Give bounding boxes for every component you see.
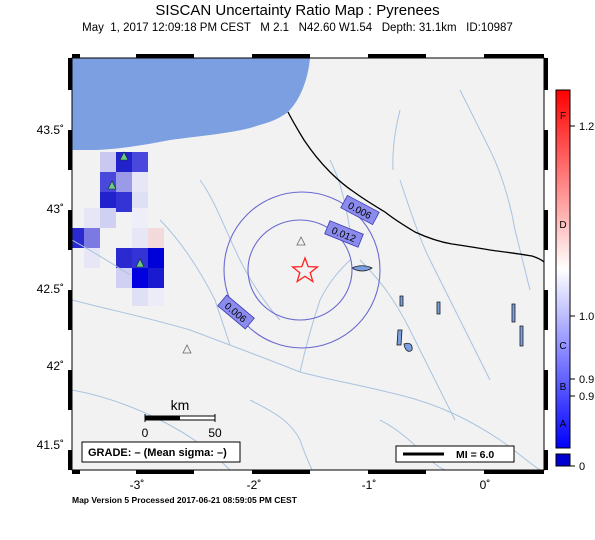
colorbar-value-label: 0.9 (579, 374, 594, 386)
x-tick-label: -1˚ (362, 478, 377, 492)
colorbar-low-box (555, 453, 571, 467)
grade-letter: B (560, 382, 567, 393)
scale-bar-label: 0 (142, 426, 149, 440)
y-tick-label: 42.5˚ (37, 282, 64, 296)
y-tick-label: 42˚ (47, 359, 64, 373)
lakes (351, 265, 524, 352)
colorbar-gradient (555, 89, 571, 449)
colorbar-value-label: 0 (579, 461, 585, 473)
epicenter-star-icon (290, 256, 320, 284)
sea-area (72, 58, 310, 150)
uncertainty-contours (223, 191, 381, 349)
station-markers (107, 151, 306, 354)
mi-legend-text: MI = 6.0 (456, 449, 494, 461)
scale-bar: km 0 50 (142, 397, 222, 440)
map-title: SISCAN Uncertainty Ratio Map : Pyrenees (155, 2, 440, 19)
uncertainty-cells (72, 152, 164, 306)
colorbar-value-label: 1.2 (579, 121, 594, 133)
map-version-footer: Map Version 5 Processed 2017-06-21 08:59… (72, 495, 297, 505)
colorbar-value-label: 0.9 (579, 391, 594, 403)
international-border (287, 111, 544, 263)
grade-box: GRADE: – (Mean sigma: –) (81, 441, 241, 463)
grade-text: GRADE: – (Mean sigma: –) (88, 447, 227, 459)
scale-bar-unit: km (171, 397, 190, 413)
rivers (72, 89, 541, 470)
x-axis-labels: -3˚ -2˚ -1˚ 0˚ (130, 478, 491, 492)
y-axis-labels: 43.5˚ 43˚ 42.5˚ 42˚ 41.5˚ (37, 123, 64, 452)
x-tick-label: 0˚ (480, 478, 491, 492)
colorbar-value-label: 1.0 (579, 311, 594, 323)
frame-ticks (68, 54, 548, 474)
y-tick-label: 43.5˚ (37, 123, 64, 137)
x-tick-label: -3˚ (130, 478, 145, 492)
y-tick-label: 41.5˚ (37, 438, 64, 452)
grade-letter: C (559, 341, 566, 352)
y-tick-label: 43˚ (47, 202, 64, 216)
grade-letter: A (560, 419, 567, 430)
mi-legend: MI = 6.0 (395, 445, 515, 463)
scale-bar-label: 50 (208, 426, 222, 440)
x-tick-label: -2˚ (247, 478, 262, 492)
colorbar: F D C B A 1.2 1.0 0.9 0.9 0 (555, 89, 594, 473)
event-info: May 1, 2017 12:09:18 PM CEST M 2.1 N42.6… (82, 22, 513, 34)
grade-letter: F (560, 111, 566, 122)
grade-letter: D (559, 220, 566, 231)
